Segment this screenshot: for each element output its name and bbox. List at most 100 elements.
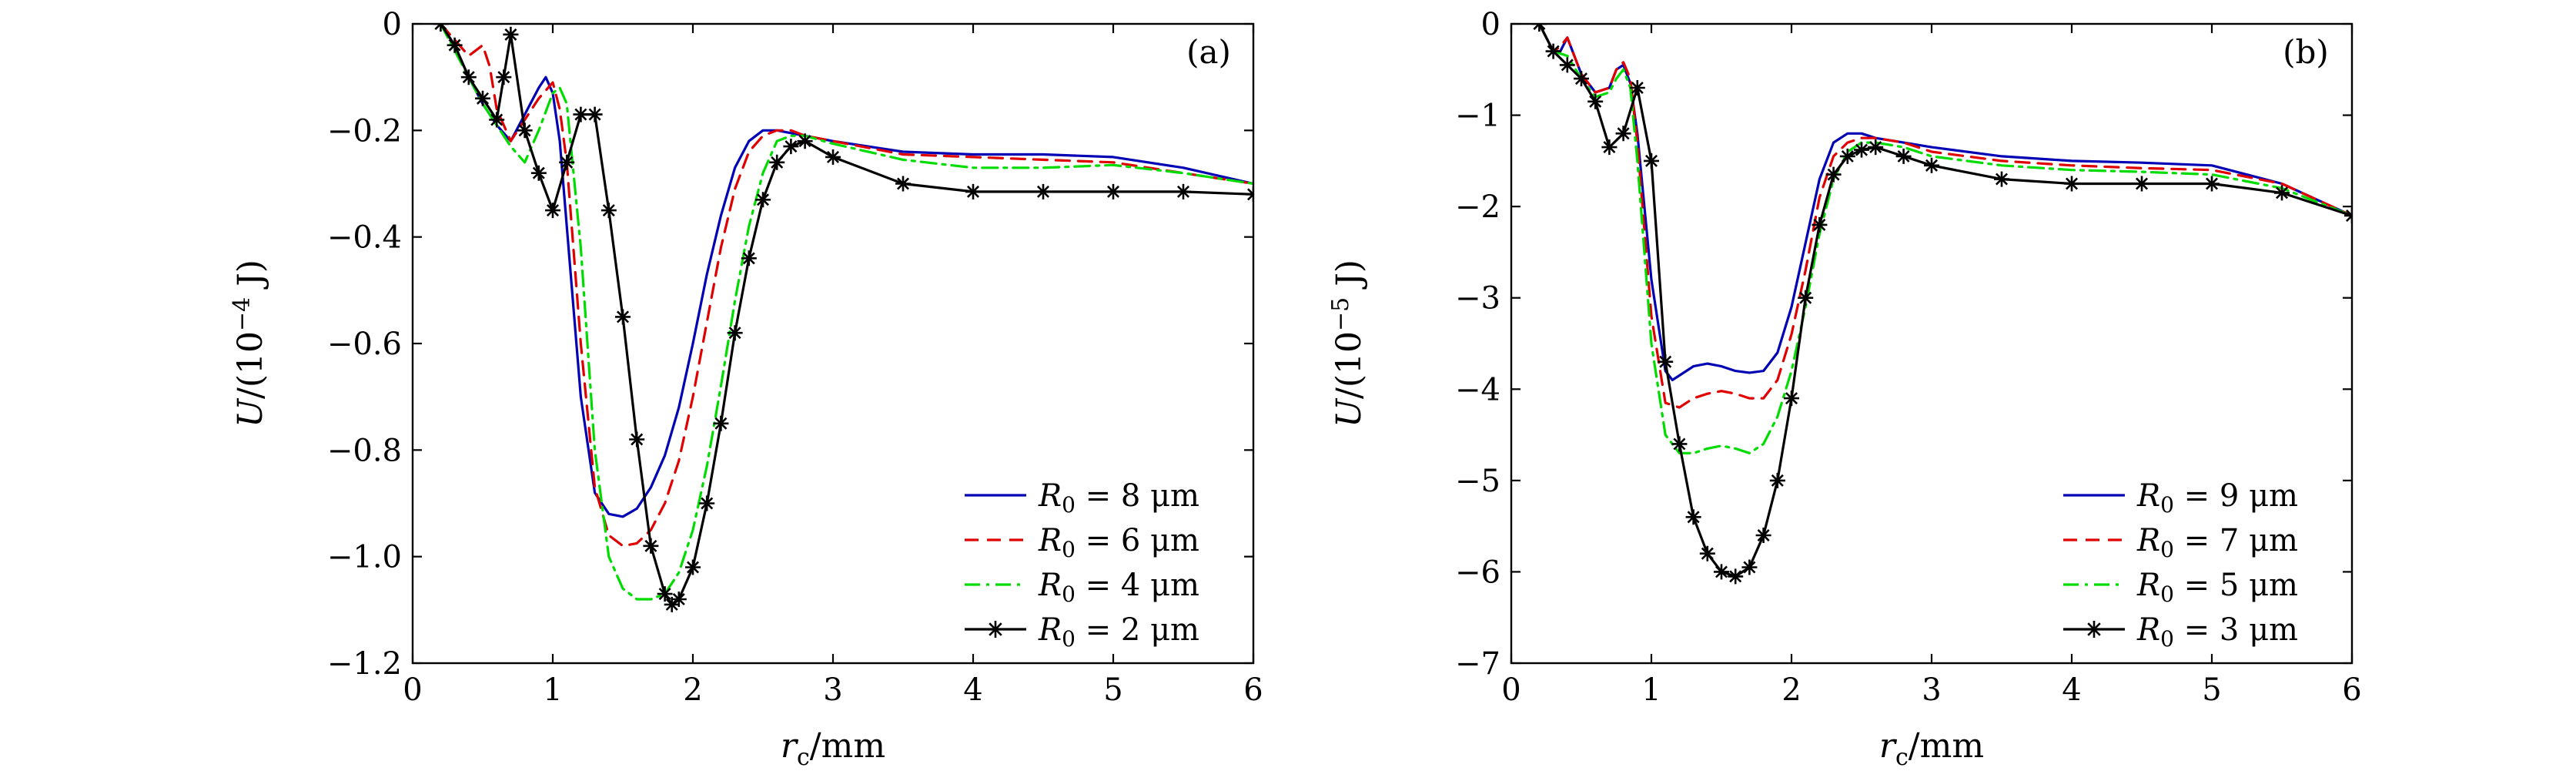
y-tick-label: −0.8 — [327, 433, 402, 468]
data-point-marker — [769, 154, 785, 170]
data-point-marker — [783, 139, 799, 155]
y-tick-label: 0 — [383, 7, 402, 42]
data-point-marker — [2274, 185, 2290, 201]
data-point-marker — [1994, 171, 2009, 187]
panel-label: (b) — [2283, 33, 2329, 71]
legend-label-3: R0 = 3 μm — [2136, 612, 2298, 652]
data-point-marker — [797, 133, 813, 149]
series-line-1 — [439, 24, 1253, 548]
data-point-marker — [1714, 564, 1729, 580]
data-point-marker — [727, 325, 743, 341]
data-point-marker — [587, 106, 603, 122]
x-tick-label: 5 — [1103, 672, 1122, 708]
data-point-marker — [1868, 139, 1884, 156]
x-tick-label: 3 — [1922, 672, 1941, 708]
data-point-marker — [1741, 559, 1758, 575]
legend-label-3: R0 = 2 μm — [1038, 612, 1199, 652]
data-point-marker — [1629, 80, 1645, 96]
legend-label-1: R0 = 7 μm — [2136, 523, 2298, 562]
legend-subscript: 0 — [1062, 582, 1076, 607]
legend-symbol: R — [1038, 568, 1062, 603]
x-tick-label: 3 — [823, 672, 842, 708]
y-axis-label-exponent: −4 — [229, 297, 256, 331]
data-point-marker — [1699, 545, 1715, 561]
y-tick-label: −1 — [1455, 99, 1500, 134]
y-tick-label: 0 — [1481, 7, 1500, 42]
y-tick-label: −0.2 — [327, 113, 402, 149]
y-axis-label-exponent: −5 — [1327, 297, 1354, 331]
y-axis-label: U/(10−4 J) — [229, 260, 270, 427]
data-point-marker — [664, 596, 680, 612]
data-point-marker — [601, 203, 617, 219]
legend-subscript: 0 — [2160, 582, 2174, 607]
y-tick-label: −4 — [1455, 372, 1500, 407]
data-point-marker — [699, 495, 715, 511]
legend-value: = 2 μm — [1076, 612, 1199, 648]
x-axis-label: rc/mm — [781, 726, 885, 771]
data-point-marker — [1895, 148, 1912, 164]
y-tick-label: −1.2 — [327, 646, 402, 682]
legend-subscript: 0 — [1062, 537, 1076, 562]
y-tick-label: −7 — [1455, 646, 1500, 682]
data-point-marker — [825, 149, 841, 165]
data-point-marker — [2204, 176, 2220, 192]
x-tick-label: 1 — [1641, 672, 1661, 708]
plot-frame — [1510, 22, 2354, 665]
data-point-marker — [1924, 157, 1939, 173]
x-tick-label: 0 — [1501, 672, 1521, 708]
data-point-marker — [489, 112, 505, 128]
data-point-marker — [1769, 472, 1785, 488]
legend-value: = 7 μm — [2174, 523, 2298, 558]
panel-b: 0 1 2 3 4 5 60−1−2−3−4−5−6−7(b)rc/mmU/(10−5 J)… — [1327, 7, 2362, 771]
legend-value: = 8 μm — [1076, 478, 1199, 514]
series-line-0 — [439, 24, 1253, 518]
legend-symbol: R — [1038, 478, 1062, 514]
y-tick-label: −1.0 — [327, 540, 402, 575]
x-axis-label-subscript: c — [797, 744, 810, 771]
x-tick-label: 6 — [1243, 672, 1263, 708]
plot-frame — [411, 22, 1255, 665]
x-tick-label: 4 — [963, 672, 982, 708]
y-tick-label: −6 — [1455, 555, 1500, 590]
data-point-marker — [2134, 176, 2149, 192]
y-tick-label: −3 — [1455, 281, 1500, 317]
data-point-marker — [1176, 183, 1191, 199]
legend-symbol: R — [2136, 568, 2160, 603]
data-point-marker — [1644, 153, 1659, 169]
data-point-marker — [1574, 71, 1589, 87]
y-tick-label: −5 — [1455, 464, 1500, 499]
data-point-marker — [545, 203, 560, 219]
x-axis-label-subscript: c — [1895, 744, 1909, 771]
series-line-3 — [439, 24, 1253, 606]
data-point-marker — [629, 431, 645, 447]
data-point-marker — [1035, 183, 1051, 199]
data-point-marker — [671, 592, 687, 607]
series-line-2 — [1537, 24, 2352, 454]
data-point-marker — [713, 415, 729, 431]
data-point-marker — [1106, 183, 1121, 199]
legend-label-0: R0 = 9 μm — [2136, 478, 2298, 518]
data-point-marker — [1784, 390, 1799, 407]
series-line-1 — [1537, 24, 2352, 409]
series-line-0 — [1537, 24, 2352, 381]
data-point-marker — [517, 122, 533, 139]
series-layer — [433, 24, 1253, 612]
data-point-marker — [965, 183, 981, 199]
data-point-marker — [1728, 568, 1744, 585]
legend-marker — [987, 621, 1004, 638]
data-point-marker — [1854, 142, 1869, 158]
data-point-marker — [1559, 57, 1575, 73]
legend-value: = 5 μm — [2174, 568, 2298, 603]
data-point-marker — [496, 69, 512, 85]
x-tick-label: 2 — [683, 672, 702, 708]
legend-subscript: 0 — [1062, 492, 1076, 518]
data-point-marker — [460, 69, 477, 85]
legend-label-0: R0 = 8 μm — [1038, 478, 1199, 518]
legend-value: = 3 μm — [2174, 612, 2298, 648]
legend-symbol: R — [2136, 478, 2160, 514]
legend-symbol: R — [1038, 612, 1062, 648]
y-axis-label-symbol: U — [231, 397, 270, 427]
data-point-marker — [1685, 509, 1701, 525]
data-point-marker — [573, 106, 589, 122]
